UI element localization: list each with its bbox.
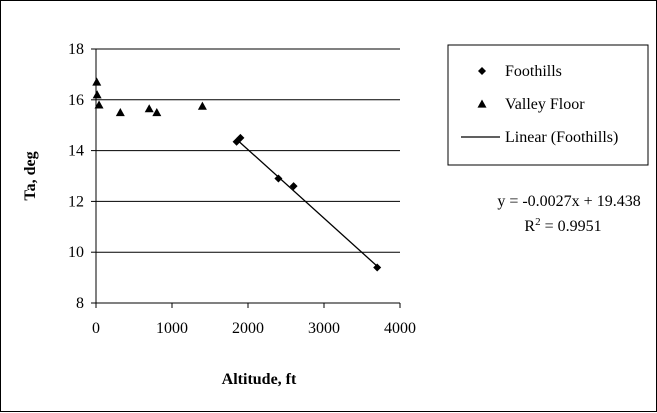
x-tick-label-0: 0 — [92, 320, 100, 337]
point-foothills-4 — [373, 263, 382, 272]
gridlines — [96, 48, 400, 253]
y-tick-label-10: 10 — [68, 244, 84, 261]
y-tick-label-8: 8 — [76, 295, 84, 312]
tick-labels: 8 10 12 14 16 18 0 1000 2000 3000 4000 — [68, 41, 416, 337]
trendline-foothills — [236, 138, 378, 267]
point-valley-floor-2 — [94, 100, 104, 109]
legend-label-valley-floor: Valley Floor — [505, 96, 585, 113]
y-tick-label-16: 16 — [68, 92, 84, 109]
legend-marker-valley-floor — [477, 99, 487, 108]
point-valley-floor-6 — [197, 101, 207, 110]
point-valley-floor-0 — [92, 77, 102, 86]
legend-marker-foothills — [478, 67, 486, 75]
point-foothills-2 — [274, 174, 283, 183]
legend: Foothills Valley Floor Linear (Foothills) — [447, 44, 649, 166]
y-tick-label-14: 14 — [68, 143, 84, 160]
point-valley-floor-1 — [92, 90, 102, 99]
trendline-layer — [236, 138, 378, 267]
x-tick-label-4000: 4000 — [384, 320, 416, 337]
point-valley-floor-3 — [115, 108, 125, 117]
x-tick-label-3000: 3000 — [308, 320, 340, 337]
data-points — [92, 77, 382, 272]
point-valley-floor-4 — [144, 104, 154, 113]
point-foothills-3 — [289, 182, 298, 191]
y-tick-label-12: 12 — [68, 193, 84, 210]
y-axis-title: Ta, deg — [22, 151, 39, 200]
legend-label-trendline: Linear (Foothills) — [505, 129, 618, 146]
trendline-equation: y = -0.0027x + 19.438 — [497, 193, 640, 210]
y-tick-label-18: 18 — [68, 41, 84, 58]
x-tick-label-1000: 1000 — [156, 320, 188, 337]
legend-label-foothills: Foothills — [505, 63, 562, 80]
point-valley-floor-5 — [152, 108, 162, 117]
x-axis-title: Altitude, ft — [222, 371, 297, 388]
point-foothills-1 — [236, 133, 245, 142]
trendline-r-squared: R2 = 0.9951 — [524, 216, 601, 235]
axes — [91, 48, 401, 308]
x-tick-label-2000: 2000 — [232, 320, 264, 337]
